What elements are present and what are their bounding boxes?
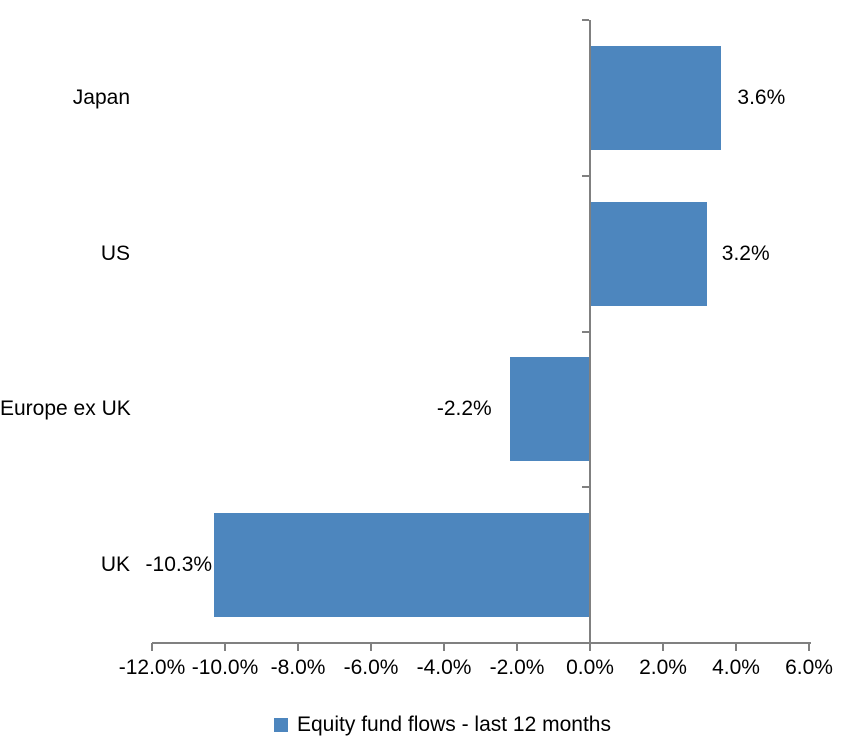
category-label: UK [100,553,130,577]
x-axis-tick-label: 0.0% [566,656,614,679]
x-axis-tick-label: -8.0% [270,656,326,679]
x-axis-tick [589,643,591,651]
x-axis-tick-label: 4.0% [712,656,760,679]
category-axis-tick [582,174,589,177]
x-axis-tick [224,643,226,651]
x-axis-tick [151,643,153,651]
x-axis-tick-label: 6.0% [785,656,833,679]
x-axis-tick [662,643,664,651]
category-label: Japan [72,85,130,109]
bar-value-label: 3.2% [721,241,770,265]
x-axis-line [152,642,811,644]
bar-value-label: -2.2% [436,397,492,421]
category-axis-tick [582,19,589,21]
bar-japan [590,45,722,150]
category-label: US [100,241,130,265]
bar-value-label: 3.6% [737,85,786,109]
x-axis-tick-label: -2.0% [489,656,545,679]
legend-series-swatch-icon [274,718,288,732]
category-axis-tick [582,486,589,489]
bar-value-label: -10.3% [145,553,213,577]
x-axis-tick-label: 2.0% [639,656,687,679]
y-axis-line [589,20,591,643]
bar-uk [214,513,590,618]
bar-us [590,201,707,306]
bar-europe-ex-uk [509,357,590,462]
category-label: Europe ex UK [0,397,131,421]
x-axis-tick-label: -6.0% [343,656,399,679]
legend-label: Equity fund flows - last 12 months [297,713,611,736]
x-axis-tick [735,643,737,651]
x-axis-tick [297,643,299,651]
legend: Equity fund flows - last 12 months [274,711,611,739]
x-axis-tick-label: -12.0% [118,656,186,679]
x-axis-tick [516,643,518,651]
x-axis-tick [443,643,445,651]
x-axis-tick [808,643,810,651]
x-axis-tick [370,643,372,651]
category-axis-tick [582,642,589,644]
category-axis-tick [582,330,589,333]
x-axis-tick-label: -10.0% [191,656,259,679]
x-axis-tick-label: -4.0% [416,656,472,679]
